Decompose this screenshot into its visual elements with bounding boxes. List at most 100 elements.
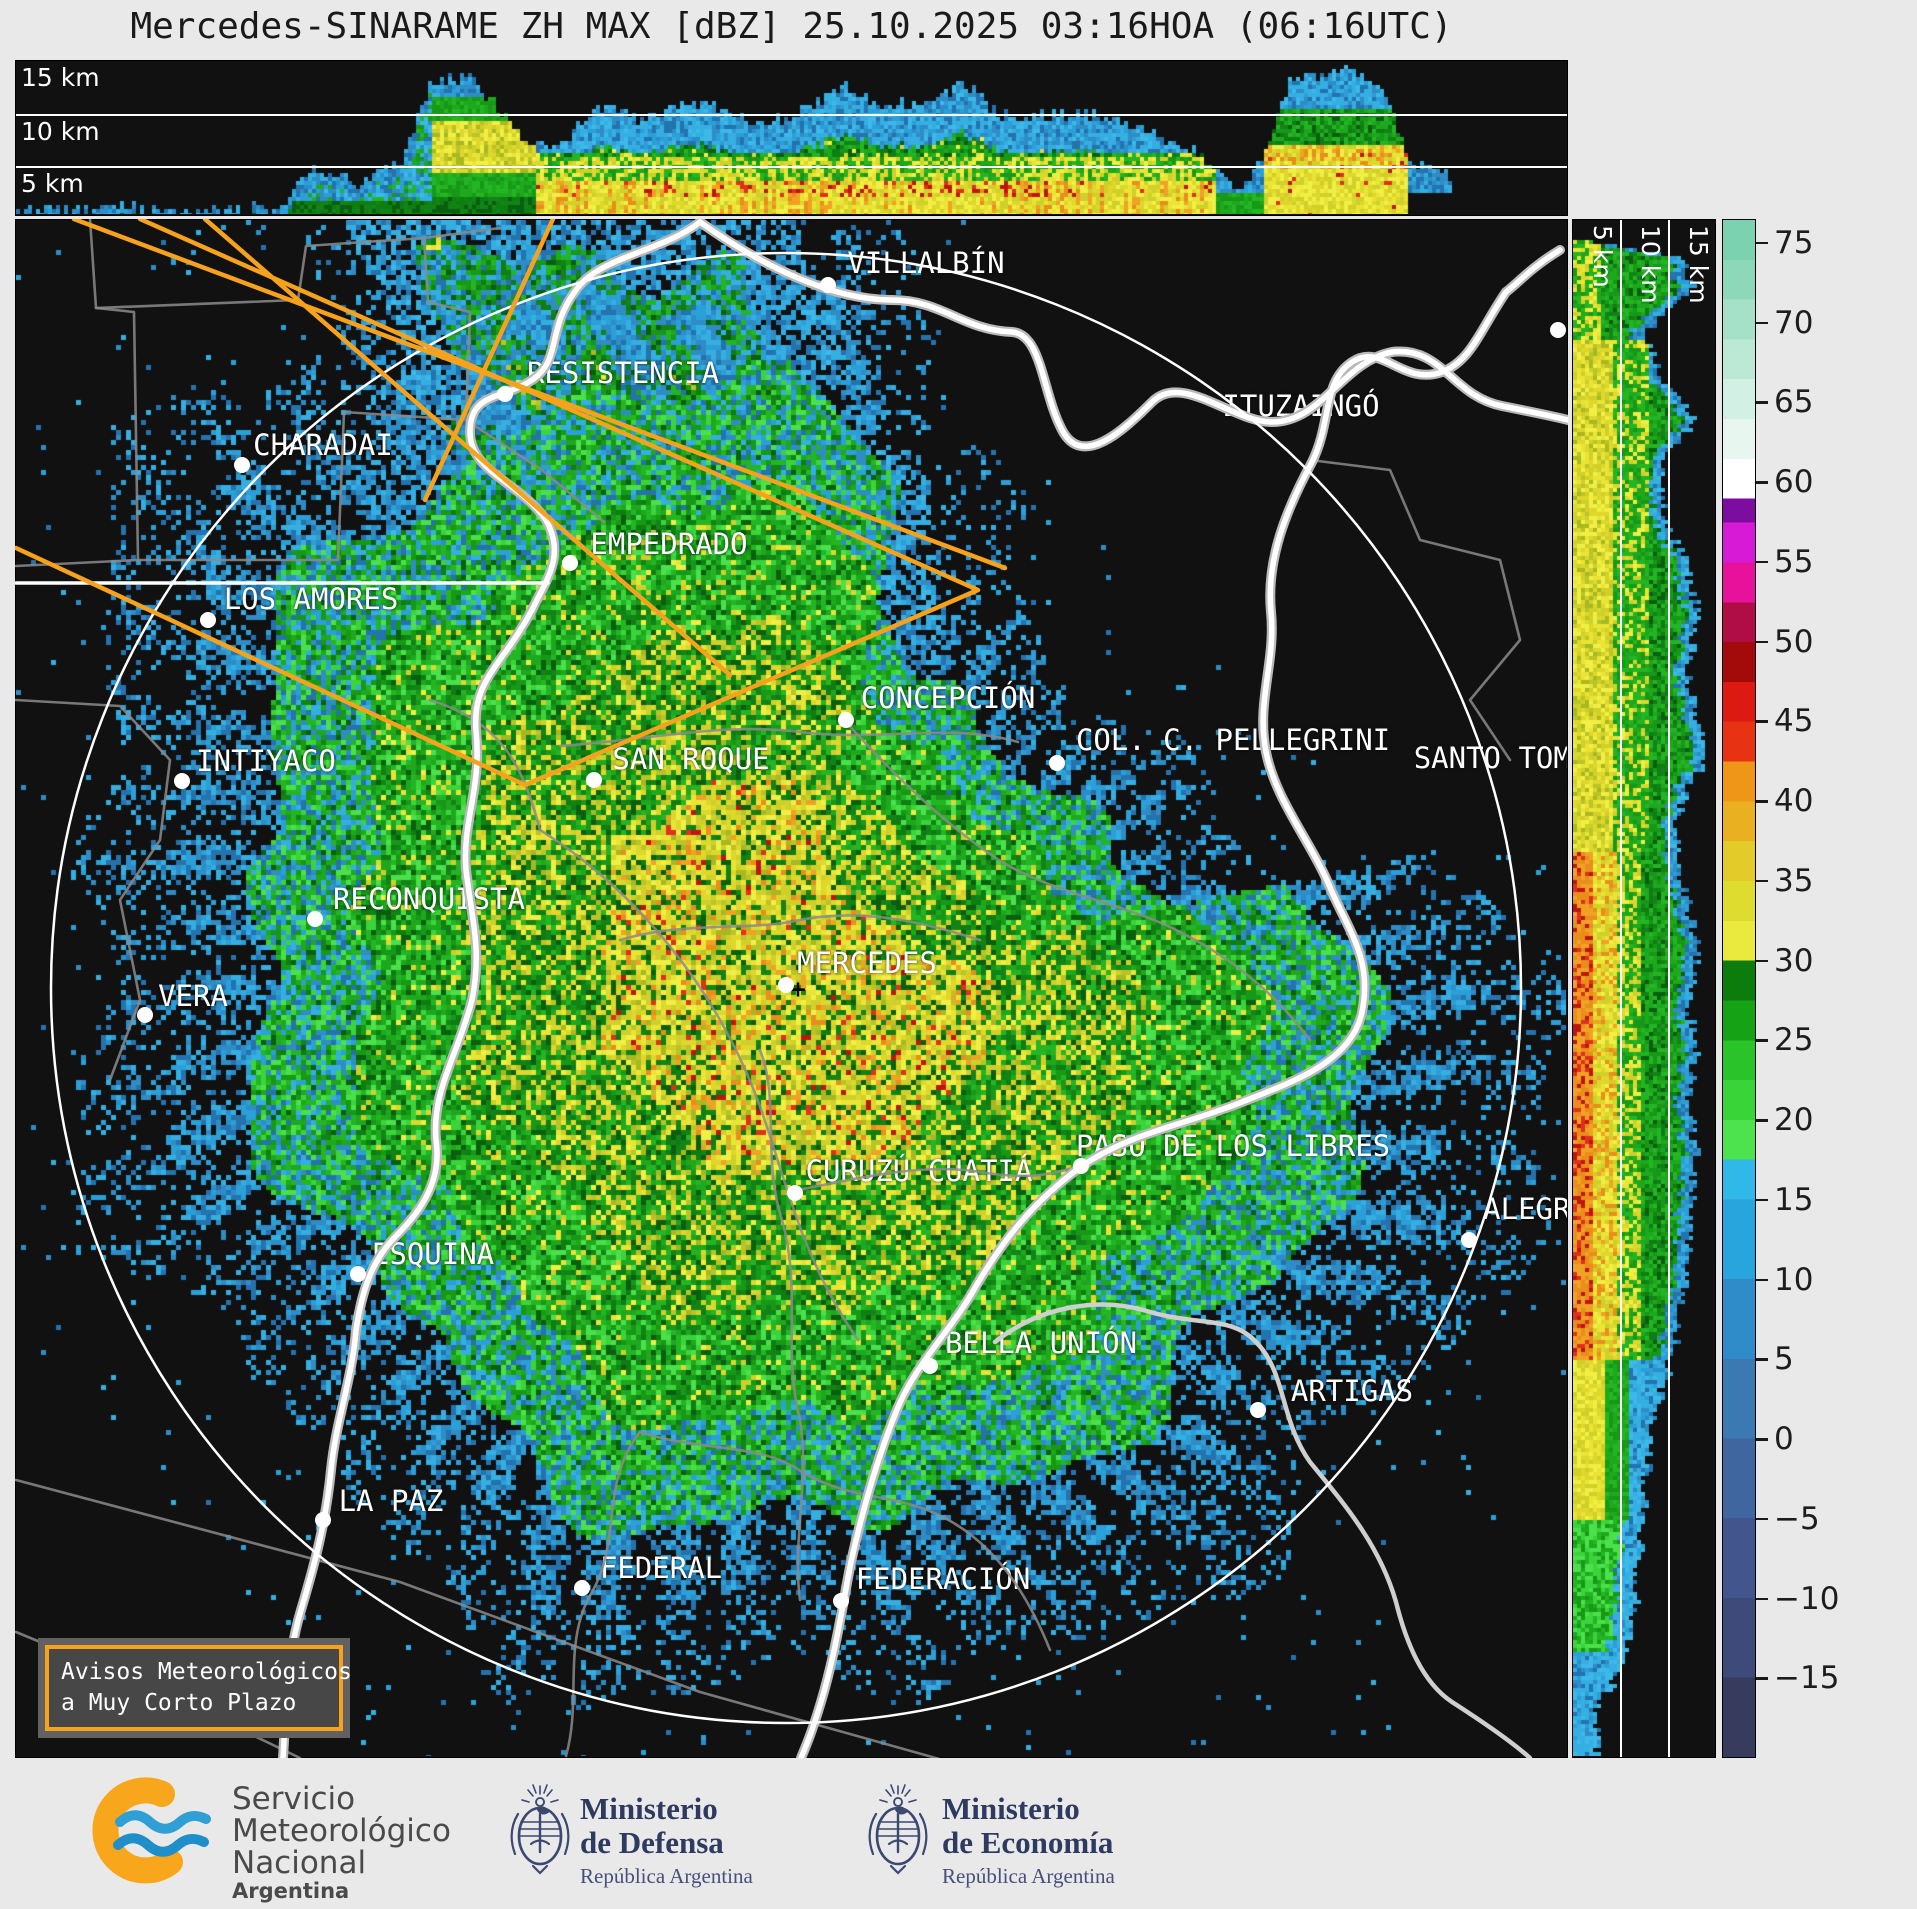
colorbar-tick [1756,1198,1768,1202]
emblem-detail [537,1806,550,1815]
warning-notice-inner: Avisos Meteorológicos a Muy Corto Plazo [45,1645,352,1732]
radar-map-panel: VILLALBÍN RESISTENCIA CHARADAI ITUZAINGÓ EMP… [15,219,1568,1758]
altitude-label-v-10km: 10 km [1636,225,1665,304]
city-label: BELLA UNIÓN [944,1326,1138,1360]
page-title: Mercedes-SINARAME ZH MAX [dBZ] 25.10.202… [130,6,1453,47]
altitude-line-v-5km [1620,220,1622,1757]
smn-logo-icon [92,1777,183,1884]
colorbar-tick [1756,1278,1768,1282]
colorbar-tick [1756,1438,1768,1441]
emblem-detail [518,1821,562,1837]
colorbar-tick [1756,879,1768,883]
warning-notice-box: Avisos Meteorológicos a Muy Corto Plazo [38,1638,352,1739]
colorbar-tick [1756,800,1768,803]
smn-name: Servicio Meteorológico Nacional [232,1781,451,1882]
emblem-detail [535,1797,545,1807]
city-label: LOS AMORES [223,582,399,616]
warning-notice-line1: Avisos Meteorológicos [61,1659,352,1685]
city-label: CURUZÚ CUATIÁ [805,1154,1033,1188]
city-label: FEDERAL [599,1551,723,1585]
colorbar-tick-label: −15 [1774,1660,1840,1697]
city-label: ARTIGAS [1290,1374,1414,1408]
ministry-economia-emblem-icon [868,1784,928,1875]
colorbar-tick-label: 35 [1774,862,1814,899]
colorbar-tick-label: 50 [1774,623,1814,660]
city-label: ITUZAINGÓ [1222,389,1380,423]
altitude-label-10km: 10 km [21,117,100,146]
city-label: FEDERACIÓN [855,1562,1031,1596]
colorbar-tick-label: 30 [1774,942,1814,979]
ministry-economia-republic: República Argentina [942,1864,1115,1888]
emblem-detail [531,1864,549,1875]
colorbar-tick-label: 40 [1774,783,1814,820]
radar-site-marker: + [788,977,808,1003]
colorbar-tick-label: −10 [1774,1580,1840,1617]
colorbar-tick-label: 70 [1774,304,1814,341]
emblem-detail [529,1839,551,1846]
altitude-label-v-5km: 5 km [1588,225,1617,288]
altitude-label-5km: 5 km [21,169,84,198]
city-label: VERA [158,979,228,1013]
city-label: RECONQUISTA [332,882,526,916]
altitude-line-v-10km [1668,220,1670,1757]
right-cross-section-panel: 5 km 10 km 15 km [1572,219,1716,1758]
city-label: ALEGRETE [1483,1192,1567,1226]
city-label: PASO DE LOS LIBRES [1075,1129,1391,1163]
city-label: ESQUINA [371,1237,495,1271]
city-label: VILLALBÍN [847,246,1005,280]
emblem-detail [893,1797,903,1807]
colorbar-tick-label: −5 [1774,1500,1820,1537]
emblem-detail [895,1806,908,1815]
colorbar-tick [1756,720,1768,723]
ministry-defensa-emblem-icon [510,1784,570,1875]
city-label: SAN ROQUE [612,742,770,776]
altitude-label-v-15km: 15 km [1684,225,1713,304]
emblem-detail [517,1806,563,1866]
ministry-economia-name: Ministerio de Economía [942,1791,1114,1861]
emblem-detail [521,1784,559,1803]
city-label: CHARADAI [253,428,393,462]
top-cross-section-panel: 15 km 10 km 5 km [15,60,1568,216]
colorbar-tick [1756,1358,1768,1361]
dbz-colorbar [1722,219,1756,1758]
colorbar-tick [1756,1517,1768,1521]
colorbar-tick [1756,959,1768,963]
colorbar-tick-label: 75 [1774,224,1814,261]
colorbar-tick [1756,1677,1768,1680]
city-label: EMPEDRADO [590,527,748,561]
emblem-detail [876,1821,920,1837]
smn-country: Argentina [232,1879,350,1903]
colorbar-tick-label: 0 [1774,1421,1794,1458]
ministry-defensa-name: Ministerio de Defensa [580,1791,724,1861]
emblem-detail [510,1812,570,1856]
city-label: MERCEDES [797,946,937,980]
colorbar-tick-label: 60 [1774,464,1814,501]
colorbar-tick-label: 20 [1774,1102,1814,1139]
colorbar-tick [1756,481,1768,484]
colorbar-tick-label: 45 [1774,703,1814,740]
colorbar-tick [1756,321,1768,325]
ministry-defensa-republic: República Argentina [580,1864,753,1888]
altitude-line-5km [16,166,1567,168]
altitude-line-10km [16,114,1567,116]
city-label: SANTO TOMÉ [1413,741,1567,775]
colorbar-tick [1756,1597,1768,1601]
city-label: CONCEPCIÓN [860,681,1036,715]
warning-notice-line2: a Muy Corto Plazo [61,1690,297,1717]
colorbar-tick [1756,401,1768,404]
smn-logo-wave-icon [113,1833,209,1857]
colorbar-tick [1756,560,1768,564]
colorbar-tick-label: 65 [1774,384,1814,421]
colorbar-tick-label: 55 [1774,543,1814,580]
city-label: LA PAZ [338,1484,444,1518]
colorbar-tick [1756,241,1768,245]
emblem-detail [868,1812,928,1856]
colorbar-tick [1756,640,1768,644]
city-label: COL. C. PELLEGRINI [1075,723,1391,757]
colorbar-tick-label: 15 [1774,1181,1814,1218]
smn-logo-wave-icon [115,1810,211,1834]
colorbar-tick [1756,1039,1768,1042]
emblem-detail [887,1839,909,1846]
emblem-detail [889,1864,907,1875]
